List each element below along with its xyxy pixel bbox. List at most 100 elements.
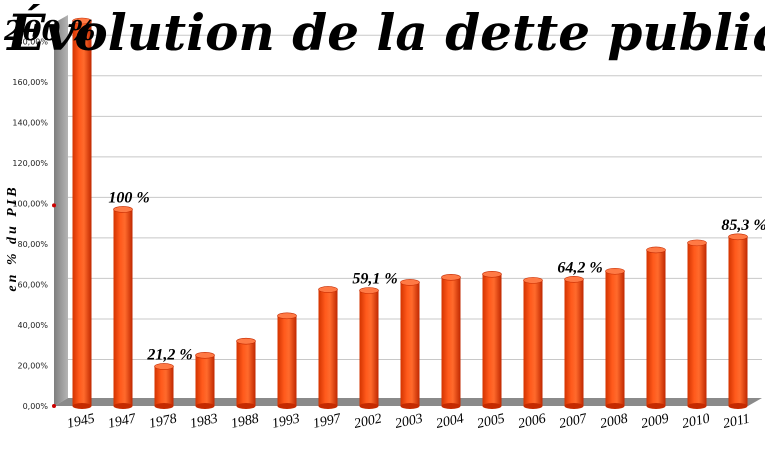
data-label: 100 % [108,189,149,206]
x-tick-label: 1983 [189,411,220,431]
bar-body [236,341,256,406]
bar-base [687,403,707,409]
x-tick-label: 2008 [599,411,630,431]
bar-cap [728,233,748,241]
bar-body [687,242,707,406]
bar-cap [195,352,215,359]
bar-base [400,403,420,409]
bar-1947 [113,206,133,409]
axis-marker [52,404,56,408]
bar-2002 [359,287,379,409]
bar-2007 [564,276,584,409]
x-tick-label: 1947 [107,411,138,432]
y-tick-label: 180,00% [12,37,48,46]
bars [72,17,748,409]
bar-base [523,403,543,409]
bar-2011 [728,233,748,409]
bar-cap [113,206,133,213]
y-tick-label: 120,00% [12,159,48,168]
bar-base [482,403,502,409]
x-tick-label: 1993 [271,411,302,431]
bar-cap [441,274,461,281]
x-tick-label: 1978 [148,411,179,431]
bar-body [441,277,461,406]
bar-cap [400,279,420,286]
data-label: 59,1 % [352,271,397,288]
bar-cap [523,277,543,284]
x-tick-label: 2004 [435,411,466,431]
bar-base [154,403,174,409]
axis-marker [52,203,56,208]
bar-cap [154,363,174,370]
bar-2005 [482,270,502,409]
bar-2009 [646,246,666,409]
bar-cap [277,312,297,320]
x-tick-label: 2011 [722,412,751,432]
y-tick-label: 40,00% [17,321,48,330]
x-tick-label: 2002 [353,411,384,431]
bar-body [605,271,625,406]
bar-cap [236,337,256,345]
y-tick-label: 80,00% [17,240,48,249]
bar-body [646,249,666,406]
bar-body [113,209,133,406]
bar-body [72,21,92,406]
bar-base [605,403,625,409]
bar-base [277,403,297,409]
bar-base [113,403,133,409]
bar-base [646,403,666,409]
bar-1983 [195,352,215,409]
bar-cap [482,270,502,278]
y-tick-label: 0,00% [23,402,49,411]
x-tick-label: 1997 [312,411,343,432]
bar-base [359,403,379,409]
y-axis-ticks: 0,00% 20,00% 40,00% 60,00% 80,00% 100,00% 120,… [12,37,48,411]
bar-cap [646,246,666,254]
bar-1988 [236,337,256,409]
bar-cap [605,267,625,275]
bar-1993 [277,312,297,409]
y-tick-label: 140,00% [12,118,48,127]
bar-base [195,403,215,409]
side-wall [54,15,68,406]
bar-base [564,403,584,409]
bar-1978 [154,363,174,409]
x-tick-label: 2010 [681,411,712,431]
bar-1945 [72,17,92,409]
y-tick-label: 160,00% [12,78,48,87]
bar-body [523,280,543,406]
bar-base [441,403,461,409]
bar-1997 [318,286,338,409]
bar-2008 [605,267,625,409]
bar-body [359,290,379,406]
bar-cap [72,17,92,25]
x-tick-label: 2006 [517,411,548,431]
x-tick-label: 1988 [230,411,261,431]
x-tick-label: 2009 [640,411,671,431]
bar-2003 [400,279,420,409]
bar-body [482,274,502,406]
data-label: 64,2 % [557,259,602,276]
bar-2004 [441,274,461,409]
bar-body [277,315,297,406]
bar-body [400,282,420,406]
bar-body [564,279,584,406]
data-label: 21,2 % [146,346,192,363]
data-label: 85,3 % [721,217,765,234]
bar-cap [687,239,707,247]
bar-base [72,403,92,409]
data-labels: 100 % 21,2 % 59,1 % 64,2 % 85,3 % [108,189,765,363]
x-tick-label: 1945 [66,411,97,431]
bar-2010 [687,239,707,409]
chart-title: Évolution de la dette publique [5,3,765,62]
bar-base [236,403,256,409]
y-tick-label: 20,00% [17,361,48,370]
bar-cap [318,286,338,293]
y-tick-label: 60,00% [17,280,48,289]
x-tick-label: 2003 [394,411,425,431]
bar-2006 [523,277,543,409]
y-tick-label: 100,00% [12,199,48,208]
bar-base [728,403,748,409]
x-tick-label: 2007 [558,411,589,432]
